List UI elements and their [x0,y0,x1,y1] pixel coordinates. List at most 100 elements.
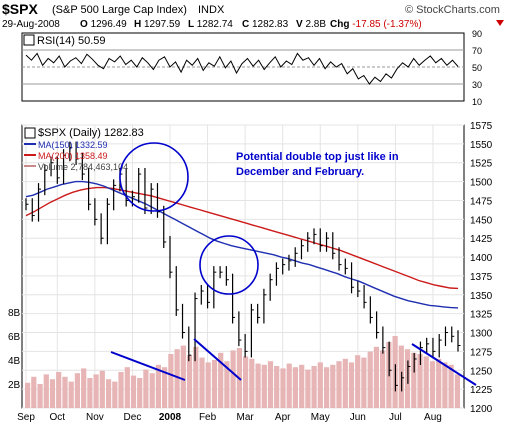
volume-bar [355,355,361,408]
volume-bar [380,350,386,408]
volume-bar [280,368,286,408]
quote-chg: Chg -17.85 (-1.37%) [330,19,422,30]
volume-bar [199,357,205,408]
volume-bar [162,367,168,408]
exchange: INDX [198,4,225,16]
double-top-circle-1 [119,142,189,212]
x-tick-label: 2008 [159,412,182,423]
volume-bar [317,362,323,408]
quote-row: O 1296.49 H 1297.59 L 1282.74 C 1282.83 V 2.… [80,19,422,30]
x-tick-label: Oct [50,412,66,423]
quote-label: H [134,19,144,30]
volume-bar [130,375,137,408]
volume-bar [186,355,193,408]
volume-bar [286,363,292,408]
x-tick-label: Aug [424,412,442,423]
price-tick-label: 1450 [470,215,493,226]
price-tick-label: 1525 [470,159,493,170]
volume-bar [348,362,355,408]
volume-bar [118,372,124,408]
x-tick-label: May [311,412,330,423]
volume-bar [149,373,155,408]
trendline-2 [193,338,242,381]
volume-bar [224,361,230,408]
volume-bar [205,362,211,408]
quote-o: O 1296.49 [80,19,127,30]
volume-bar [180,345,186,408]
price-legend-title: $SPX (Daily) 1282.83 [38,127,144,139]
volume-tick-label: 2B [8,380,21,391]
volume-bar [230,350,236,408]
volume-bar [31,376,37,408]
volume-bar [143,369,149,408]
volume-bar [454,374,460,408]
legend-entry: MA(200) 1358.49 [38,151,108,161]
x-tick-label: Jul [389,412,402,423]
volume-bar [292,367,298,408]
volume-bar [448,364,454,408]
price-legend-box [24,127,36,139]
x-tick-label: Jun [350,412,366,423]
price-bars [25,141,461,392]
volume-bar [311,366,317,408]
quote-value: 1296.49 [91,19,128,30]
trendline-3 [411,343,477,386]
volume-bar [49,379,56,408]
volume-bar [68,381,74,408]
volume-bar [174,349,180,408]
volume-bar [168,354,174,408]
rsi-tick-label: 90 [472,29,482,39]
down-triangle-icon [496,20,504,26]
rsi-grid [22,49,464,85]
price-tick-label: 1275 [470,347,493,358]
volume-bar [330,364,336,408]
volume-bar [87,378,93,408]
x-tick-label: Feb [199,412,217,423]
index-name: (S&P 500 Large Cap Index) [52,4,187,16]
x-tick-label: Mar [237,412,255,423]
x-tick-label: Apr [275,412,291,423]
volume-bar [124,367,130,408]
price-axis: 1575 1550 1525 1500 1475 1450 1425 1400 1375 1350… [470,121,493,415]
rsi-axis: 90 70 50 30 10 [472,29,482,107]
volume-bar [37,384,43,408]
volume-bar [211,360,218,408]
ma200-line [25,186,459,290]
price-tick-label: 1350 [470,291,493,302]
annotation-line-2: December and February. [236,166,364,178]
price-tick-label: 1325 [470,310,493,321]
quote-v: V 2.8B [296,19,326,30]
price-tick-label: 1250 [470,366,493,377]
volume-bar [274,366,280,408]
volume-tick-label: 6B [8,332,21,343]
volume-bar [411,352,417,408]
quote-value: 1282.74 [197,19,234,30]
volume-bar [261,364,267,408]
volume-bar [429,361,436,408]
volume-bar [442,362,448,408]
volume-bar [56,372,62,408]
volume-tick-label: 4B [8,356,21,367]
volume-tick-label: 8B [8,308,21,319]
volume-bar [255,363,261,408]
volume-bar [218,352,224,408]
volume-bar [423,356,429,408]
rsi-tick-label: 50 [472,63,482,73]
ma150-line [25,180,459,309]
quote-value: 2.8B [305,19,326,30]
price-tick-label: 1550 [470,140,493,151]
rsi-tick-label: 70 [472,46,482,56]
volume-bar [361,357,367,408]
volume-bar [155,364,161,408]
volume-bar [324,367,330,408]
quote-label: C [242,19,252,30]
quote-label: O [80,19,91,30]
price-tick-label: 1500 [470,178,493,189]
volume-bar [81,368,87,408]
price-tick-label: 1425 [470,234,493,245]
rsi-legend-box [23,34,35,46]
quote-value: -17.85 (-1.37%) [352,19,421,30]
